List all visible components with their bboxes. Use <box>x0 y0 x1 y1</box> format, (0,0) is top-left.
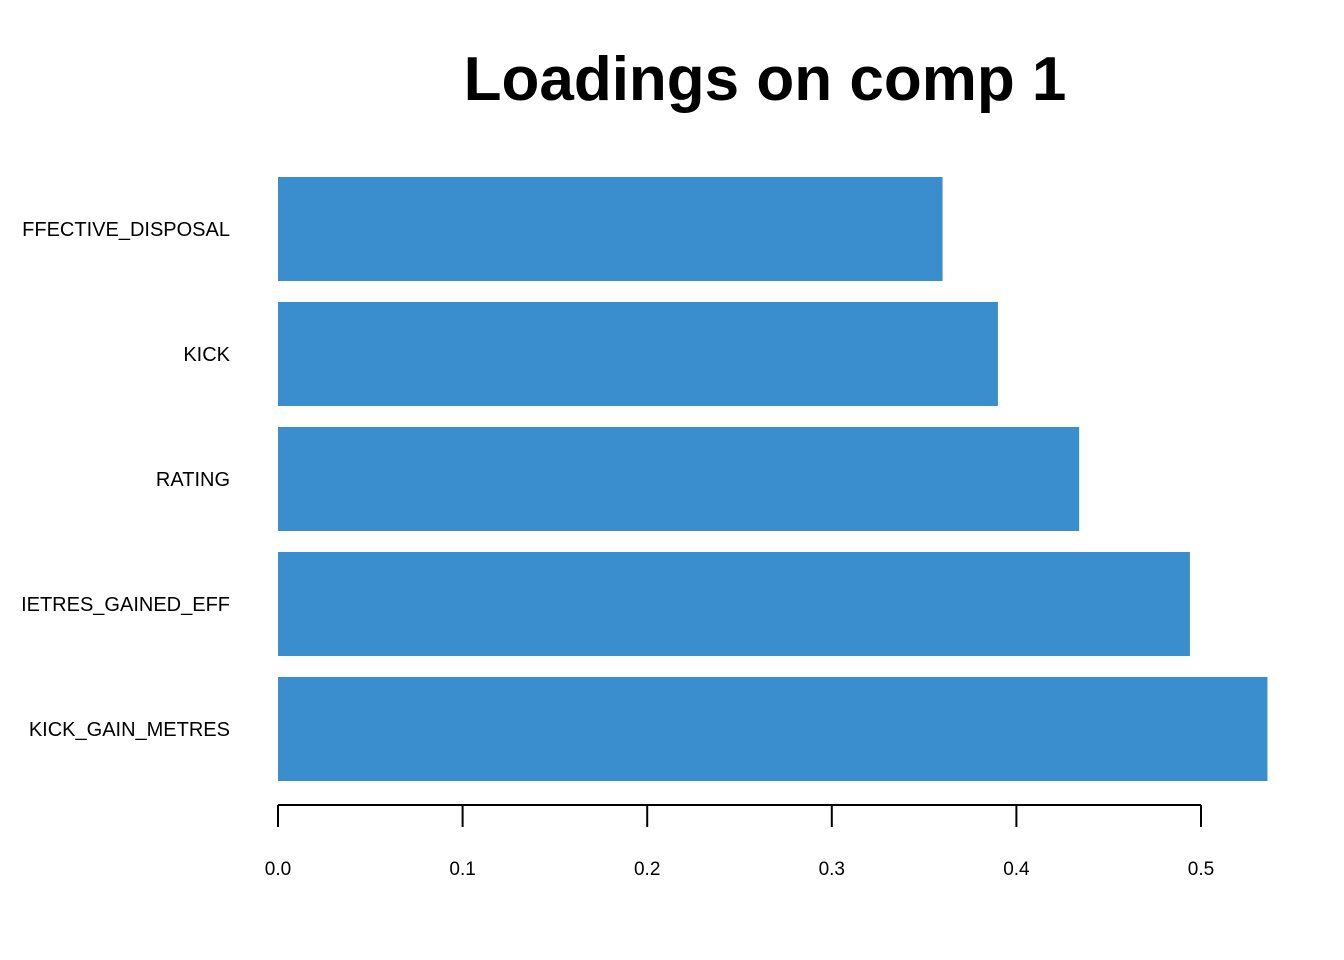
category-label: KICK <box>183 344 230 366</box>
bar-kick-gain-metres <box>278 677 1268 781</box>
tick-label: 0.5 <box>1188 859 1214 880</box>
tick-label: 0.0 <box>265 859 291 880</box>
category-label: KICK_GAIN_METRES <box>29 719 230 741</box>
chart-title: Loadings on comp 1 <box>464 45 1067 114</box>
tick-label: 0.4 <box>1003 859 1030 880</box>
tick-label: 0.2 <box>634 859 660 880</box>
bars-group <box>278 177 1268 781</box>
x-axis: 0.0 0.1 0.2 0.3 0.4 0.5 <box>265 804 1214 880</box>
tick-label: 0.3 <box>819 859 845 880</box>
bar-ffective-disposal <box>278 177 943 281</box>
category-labels: FFECTIVE_DISPOSAL KICK RATING IETRES_GAINED… <box>21 219 231 741</box>
bar-rating <box>278 427 1080 531</box>
tick-label: 0.1 <box>449 859 475 880</box>
x-axis-ticks: 0.0 0.1 0.2 0.3 0.4 0.5 <box>265 805 1214 880</box>
bar-ietres-gained-eff <box>278 552 1190 656</box>
category-label: FFECTIVE_DISPOSAL <box>22 219 230 241</box>
category-label: IETRES_GAINED_EFF <box>21 594 230 616</box>
bar-kick <box>278 302 998 406</box>
category-label: RATING <box>156 469 230 491</box>
